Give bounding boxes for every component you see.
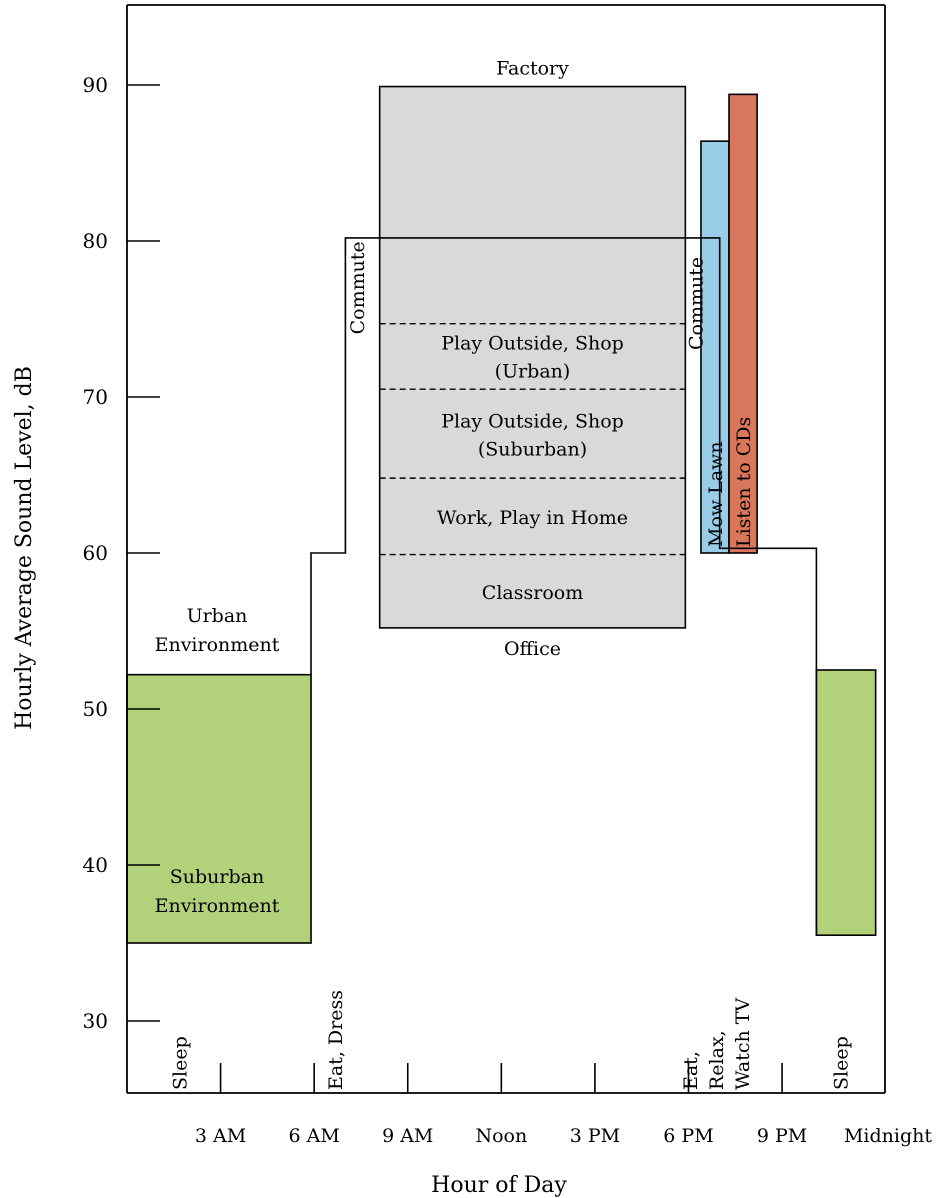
chart-background-layer [126,85,877,944]
zone-label-3: (Suburban) [478,438,587,460]
activity-label-2: Eat, [680,1051,702,1090]
zone-label-4: Work, Play in Home [437,507,628,529]
activity-label-4: Watch TV [732,998,754,1090]
y-tick-label-50: 50 [83,697,108,721]
y-tick-label-70: 70 [83,385,108,409]
y-axis-title: Hourly Average Sound Level, dB [12,366,37,730]
work-box-bottom-label: Office [504,638,561,660]
activity-label-5: Sleep [831,1036,853,1090]
suburban-env-label-0: Suburban [170,866,264,888]
urban-env-label-0: Urban [187,605,248,627]
x-tick-label-6: 9 PM [757,1125,807,1147]
work-box-top-label: Factory [496,58,569,80]
chart-text-layer: 30 40 50 60 70 80 90 3 AM 6 AM 9 AM Noon 3 PM 6 PM 9 … [12,58,932,1198]
bar-label-1: Listen to CDs [733,417,755,547]
y-tick-label-60: 60 [83,541,108,565]
bar-1 [728,93,758,554]
x-tick-label-0: 3 AM [195,1125,246,1147]
x-axis-title: Hour of Day [431,1173,567,1198]
y-tick-label-40: 40 [83,853,108,877]
x-tick-label-2: 9 AM [382,1125,433,1147]
activity-label-1: Eat, Dress [325,990,347,1090]
y-tick-label-30: 30 [83,1009,108,1033]
x-tick-label-7: Midnight [844,1125,932,1147]
zone-label-2: Play Outside, Shop [441,410,624,432]
bar-label-0: Mow Lawn [705,441,727,547]
urban-env-label-1: Environment [155,634,280,656]
x-tick-label-3: Noon [475,1125,527,1147]
chart-axes-layer [126,4,886,1094]
y-tick-label-90: 90 [83,73,108,97]
x-tick-label-4: 3 PM [570,1125,620,1147]
green-block-0 [126,673,312,944]
commute-label-1: Commute [686,257,708,350]
suburban-env-label-1: Environment [155,895,280,917]
commute-label-0: Commute [347,241,369,334]
x-tick-label-5: 6 PM [663,1125,713,1147]
chart-mid-layer [310,237,818,936]
green-block-1 [815,669,877,937]
zone-label-5: Classroom [482,582,583,604]
y-tick-label-80: 80 [83,229,108,253]
x-tick-label-1: 6 AM [289,1125,340,1147]
activity-label-0: Sleep [169,1036,191,1090]
activity-label-3: Relax, [706,1030,728,1090]
work-box [378,85,687,629]
zone-label-0: Play Outside, Shop [441,332,624,354]
urban-profile-line [310,237,818,936]
zone-label-1: (Urban) [495,360,571,382]
